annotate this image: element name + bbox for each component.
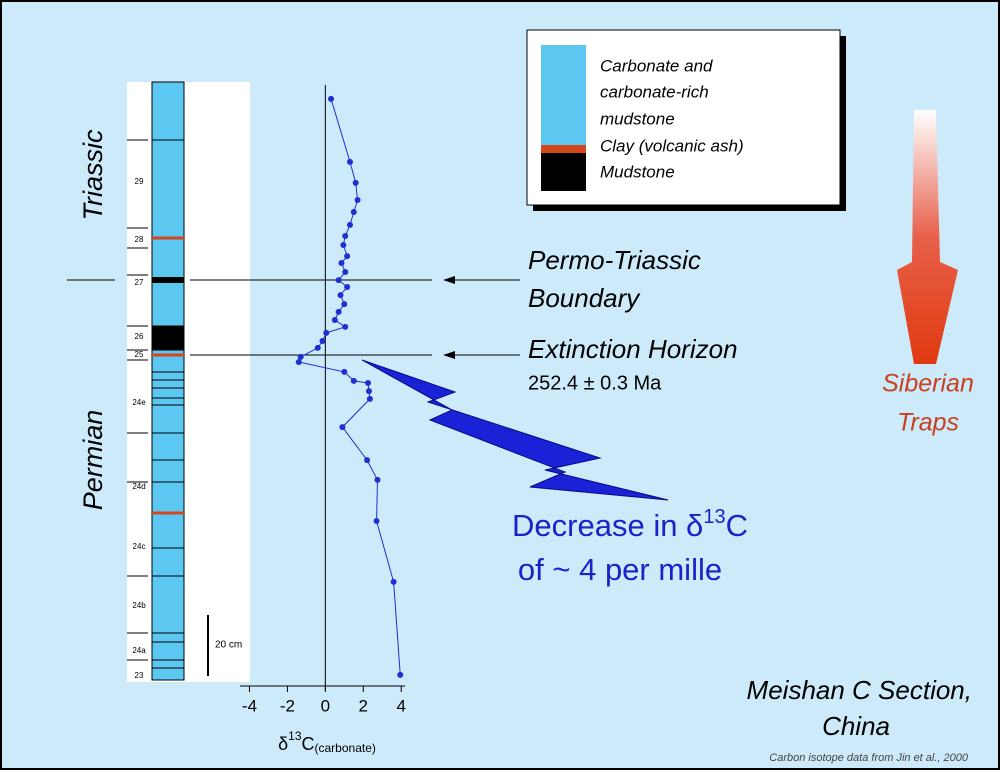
legend-label: mudstone	[600, 109, 675, 128]
bed-label: 24d	[132, 482, 145, 491]
column-lines: 29 28 27 26 25 24e 24d 24c 24b 24a 23	[127, 139, 184, 680]
data-point	[337, 292, 344, 299]
legend-swatch	[541, 145, 586, 153]
bed-label: 24e	[132, 398, 146, 407]
data-point	[344, 253, 351, 260]
data-point	[341, 368, 348, 375]
data-point	[339, 424, 346, 431]
data-point	[335, 277, 342, 284]
arrowhead	[443, 351, 455, 359]
bed-label: 26	[135, 332, 144, 341]
text: Decrease in δ	[512, 508, 703, 543]
bed-label: 27	[135, 278, 144, 287]
data-point	[335, 308, 342, 315]
arrowhead	[443, 276, 455, 284]
data-point	[347, 221, 353, 228]
credit: Carbon isotope data from Jin et al., 200…	[769, 752, 969, 764]
text: C	[302, 734, 315, 754]
x-tick-label: -2	[280, 696, 295, 715]
x-tick-label: -4	[242, 696, 257, 715]
bed-black	[152, 326, 184, 350]
traps-label: Siberian	[882, 370, 974, 398]
bed-label: 25	[135, 350, 144, 359]
scale-label: 20 cm	[215, 640, 242, 651]
bed-label: 24c	[133, 542, 146, 551]
period-label: Triassic	[78, 129, 108, 220]
bed-label: 24b	[132, 601, 146, 610]
data-point	[314, 344, 321, 351]
data-point	[374, 476, 381, 483]
bed-label: 28	[135, 235, 144, 244]
legend-label: carbonate-rich	[600, 82, 709, 101]
bed-black	[152, 277, 184, 283]
decrease-label: of ~ 4 per mille	[518, 552, 722, 587]
data-point	[390, 578, 397, 585]
data-point	[338, 260, 345, 266]
column-bg	[127, 82, 250, 682]
data-point	[350, 209, 357, 215]
decrease-label: Decrease in δ13C	[512, 506, 748, 543]
data-point	[341, 301, 348, 308]
data-line	[298, 98, 401, 675]
boundary-label: Permo-Triassic	[528, 245, 701, 275]
bed-label: 24a	[132, 646, 146, 655]
data-point	[365, 380, 372, 386]
data-point	[373, 518, 380, 524]
data-point	[331, 317, 338, 323]
text: 13	[288, 729, 302, 743]
x-tick-label: 0	[321, 696, 330, 715]
section-title: Meishan C Section,	[747, 675, 972, 705]
legend-label: Carbonate and	[600, 56, 713, 75]
data-point	[342, 233, 349, 239]
data-point	[354, 197, 361, 203]
bed-label: 29	[135, 177, 144, 186]
data-point	[295, 359, 302, 365]
data-point	[344, 284, 351, 290]
text: (carbonate)	[315, 741, 376, 755]
data-point	[364, 457, 371, 464]
data-point	[347, 158, 353, 165]
text: δ	[278, 734, 288, 754]
data-point	[328, 95, 335, 102]
legend-label: Clay (volcanic ash)	[600, 136, 744, 155]
data-point	[319, 338, 326, 344]
legend-label: Mudstone	[600, 162, 675, 181]
data-point	[340, 242, 347, 248]
text: C	[726, 508, 748, 543]
text: 13	[703, 506, 725, 528]
data-point	[342, 269, 349, 275]
x-tick-label: 4	[396, 696, 405, 715]
period-label: Permian	[78, 410, 108, 511]
traps-arrow	[897, 110, 958, 364]
column-strip	[151, 81, 185, 681]
boundary-label: Boundary	[528, 283, 641, 313]
data-point	[323, 329, 330, 336]
section-title: China	[822, 711, 890, 741]
extinction-label: Extinction Horizon	[528, 334, 738, 364]
x-tick-label: 2	[359, 696, 368, 715]
extinction-age: 252.4 ± 0.3 Ma	[528, 372, 662, 394]
data-point	[397, 671, 404, 678]
bed-label: 23	[135, 671, 144, 680]
legend-swatch	[541, 45, 586, 145]
lightning	[361, 359, 669, 501]
data-point	[297, 353, 304, 360]
x-axis-label: δ13C(carbonate)	[278, 729, 376, 755]
data-point	[350, 377, 357, 384]
traps-label: Traps	[897, 409, 959, 437]
data-point	[342, 323, 349, 330]
data-point	[366, 395, 373, 402]
data-point	[365, 388, 372, 395]
data-point	[352, 179, 359, 186]
legend-swatch	[541, 153, 586, 191]
